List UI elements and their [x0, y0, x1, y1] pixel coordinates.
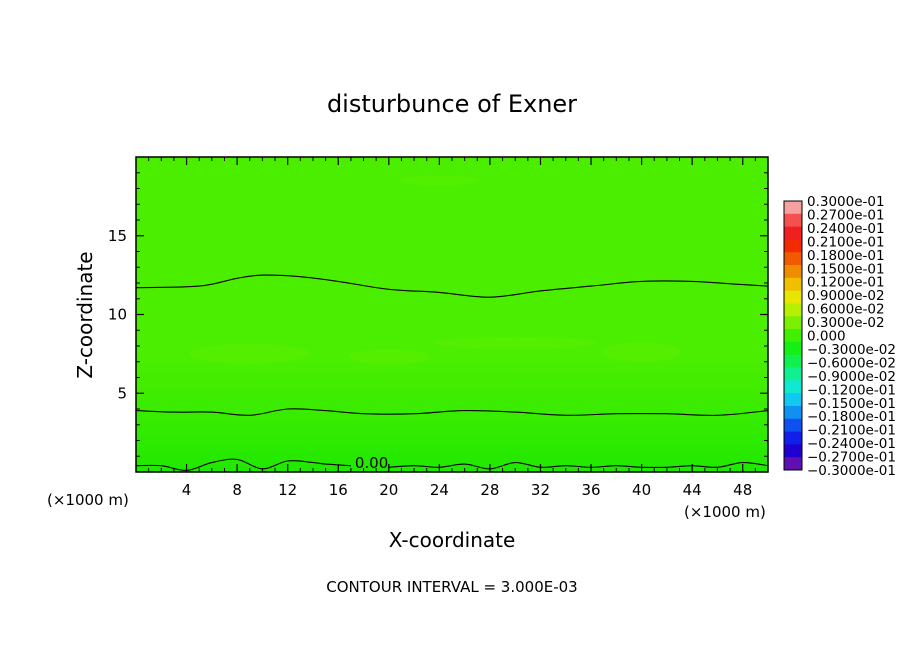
colorbar-label: 0.9000e-02: [807, 288, 885, 304]
colorbar: 0.3000e-010.2700e-010.2400e-010.2100e-01…: [783, 194, 896, 479]
chart-title: disturbunce of Exner: [327, 90, 577, 118]
colorbar-swatch: [784, 239, 802, 253]
field-blob: [189, 343, 310, 364]
contour-line: [388, 462, 768, 470]
x-tick-label: 24: [430, 481, 449, 499]
colorbar-swatch: [784, 316, 802, 330]
colorbar-swatch: [784, 329, 802, 343]
colorbar-swatch: [784, 380, 802, 394]
colorbar-label: −0.1800e-01: [807, 409, 896, 425]
field-blob: [348, 349, 429, 366]
colorbar-swatch: [784, 265, 802, 279]
colorbar-swatch: [784, 303, 802, 317]
colorbar-swatch: [784, 354, 802, 368]
colorbar-label: 0.1500e-01: [807, 261, 885, 277]
contour-line: [136, 408, 768, 416]
field-blob: [601, 342, 682, 363]
colorbar-swatch: [784, 226, 802, 240]
colorbar-label: −0.3000e-01: [807, 463, 896, 479]
colorbar-swatch: [784, 277, 802, 292]
colorbar-label: 0.1200e-01: [807, 275, 885, 291]
contour-label: 0.00: [355, 454, 388, 472]
contour-line: [136, 274, 768, 298]
y-axis-unit: (×1000 m): [47, 491, 129, 509]
colorbar-swatch: [784, 341, 802, 356]
colorbar-frame: [783, 200, 803, 471]
colorbar-label: −0.2700e-01: [807, 450, 896, 466]
x-axis-label: X-coordinate: [389, 528, 516, 552]
colorbar-swatch: [784, 290, 802, 304]
x-tick-label: 32: [531, 481, 550, 499]
colorbar-swatch: [784, 444, 802, 458]
field-blob: [399, 175, 480, 186]
field-blob: [435, 336, 596, 349]
plot-area: [136, 157, 768, 472]
field-blobs: [189, 175, 682, 366]
colorbar-swatch: [784, 201, 802, 215]
x-tick-label: 12: [278, 481, 297, 499]
colorbar-swatch: [784, 367, 802, 381]
x-axis-unit: (×1000 m): [684, 503, 766, 521]
colorbar-swatch: [784, 213, 802, 228]
colorbar-label: 0.2100e-01: [807, 234, 885, 250]
contour-lines: 0.00: [136, 274, 768, 472]
colorbar-label: 0.2700e-01: [807, 207, 885, 223]
x-tick-label: 16: [329, 481, 348, 499]
x-tick-label: 40: [632, 481, 651, 499]
colorbar-label: −0.9000e-02: [807, 369, 896, 385]
x-tick-label: 36: [581, 481, 600, 499]
y-tick-label: 5: [117, 384, 127, 402]
colorbar-swatch: [784, 252, 802, 266]
colorbar-label: 0.2400e-01: [807, 221, 885, 237]
colorbar-label: −0.3000e-02: [807, 342, 896, 358]
colorbar-label: 0.000: [807, 329, 846, 345]
x-tick-label: 48: [733, 481, 752, 499]
colorbar-label: 0.6000e-02: [807, 302, 885, 318]
colorbar-label: −0.6000e-02: [807, 355, 896, 371]
colorbar-label: −0.1500e-01: [807, 396, 896, 412]
y-axis-label: Z-coordinate: [73, 251, 97, 378]
y-tick-label: 10: [108, 306, 127, 324]
contour-interval-note: CONTOUR INTERVAL = 3.000E-03: [326, 578, 577, 596]
colorbar-swatch: [784, 431, 802, 445]
y-tick-label: 15: [108, 227, 127, 245]
colorbar-swatch: [784, 405, 802, 420]
x-tick-label: 44: [683, 481, 702, 499]
x-tick-label: 20: [379, 481, 398, 499]
colorbar-label: 0.3000e-02: [807, 315, 885, 331]
colorbar-label: −0.2100e-01: [807, 423, 896, 439]
colorbar-label: −0.2400e-01: [807, 436, 896, 452]
colorbar-label: 0.3000e-01: [807, 194, 885, 210]
x-tick-label: 28: [480, 481, 499, 499]
colorbar-label: 0.1800e-01: [807, 248, 885, 264]
x-tick-label: 8: [232, 481, 242, 499]
colorbar-swatch: [784, 457, 802, 471]
x-tick-label: 4: [182, 481, 192, 499]
field-fill: [136, 157, 768, 472]
colorbar-label: −0.1200e-01: [807, 382, 896, 398]
colorbar-swatch: [784, 393, 802, 407]
colorbar-swatch: [784, 418, 802, 432]
